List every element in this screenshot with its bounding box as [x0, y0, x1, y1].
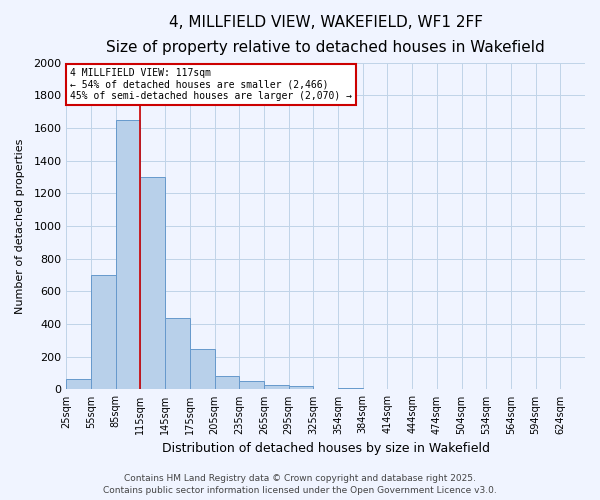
Bar [338, 388, 363, 390]
Bar [190, 348, 215, 390]
Bar [289, 386, 313, 390]
Bar [67, 379, 91, 390]
Bar [239, 382, 264, 390]
X-axis label: Distribution of detached houses by size in Wakefield: Distribution of detached houses by size … [161, 442, 490, 455]
Bar [140, 177, 165, 390]
Bar [165, 318, 190, 390]
Y-axis label: Number of detached properties: Number of detached properties [15, 138, 25, 314]
Bar [264, 384, 289, 390]
Bar [91, 275, 116, 390]
Bar [116, 120, 140, 390]
Text: 4 MILLFIELD VIEW: 117sqm
← 54% of detached houses are smaller (2,466)
45% of sem: 4 MILLFIELD VIEW: 117sqm ← 54% of detach… [70, 68, 352, 101]
Bar [215, 376, 239, 390]
Text: Contains HM Land Registry data © Crown copyright and database right 2025.
Contai: Contains HM Land Registry data © Crown c… [103, 474, 497, 495]
Title: 4, MILLFIELD VIEW, WAKEFIELD, WF1 2FF
Size of property relative to detached hous: 4, MILLFIELD VIEW, WAKEFIELD, WF1 2FF Si… [106, 15, 545, 54]
